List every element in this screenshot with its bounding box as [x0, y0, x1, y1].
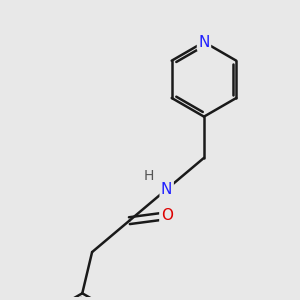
Text: O: O: [161, 208, 173, 223]
Text: H: H: [144, 169, 154, 182]
Text: N: N: [161, 182, 172, 197]
Text: N: N: [198, 34, 210, 50]
